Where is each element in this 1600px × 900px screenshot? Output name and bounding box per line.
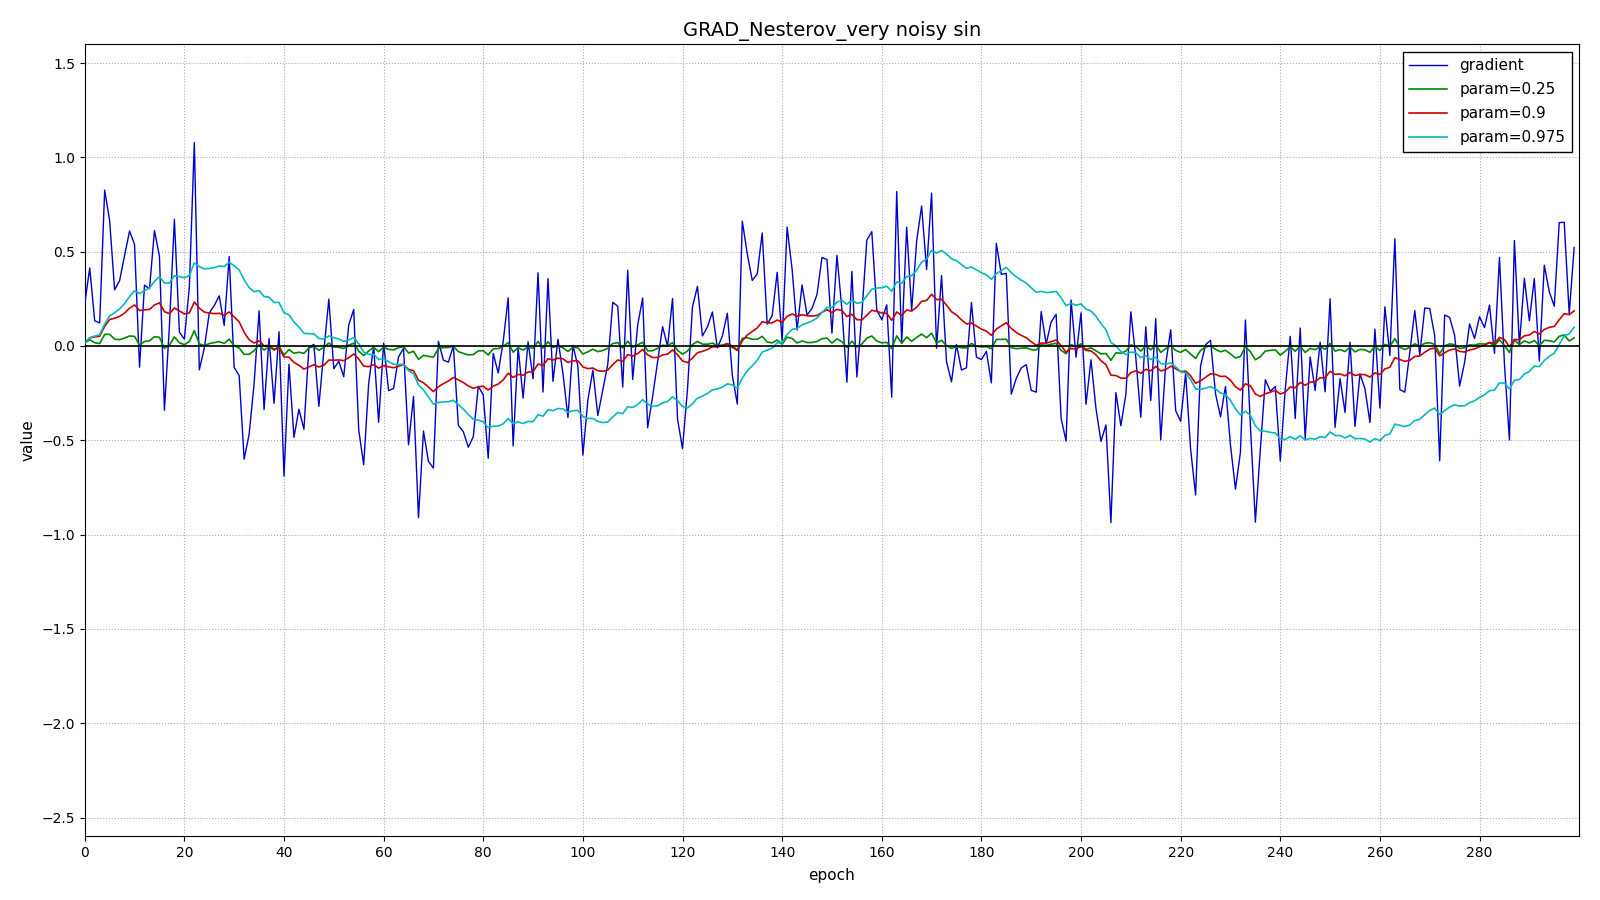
param=0.9 xyxy=(1341,367,1360,378)
param=0.9 xyxy=(992,320,1011,331)
param=0.25 xyxy=(80,335,99,346)
param=0.25 xyxy=(966,341,986,352)
param=0.25 xyxy=(1101,355,1120,365)
param=0.9 xyxy=(75,338,94,348)
param=0.975 xyxy=(1360,436,1379,447)
gradient xyxy=(184,137,203,148)
param=0.9 xyxy=(962,318,981,328)
param=0.975 xyxy=(80,332,99,343)
param=0.9 xyxy=(1565,305,1584,316)
X-axis label: epoch: epoch xyxy=(808,868,856,883)
param=0.9 xyxy=(922,289,941,300)
param=0.25 xyxy=(992,334,1011,345)
param=0.975 xyxy=(931,245,950,256)
Y-axis label: value: value xyxy=(21,419,35,461)
param=0.25 xyxy=(1435,340,1454,351)
Line: param=0.975: param=0.975 xyxy=(85,250,1574,442)
Line: param=0.9: param=0.9 xyxy=(85,294,1574,396)
param=0.9 xyxy=(1251,391,1270,401)
param=0.9 xyxy=(80,332,99,343)
param=0.9 xyxy=(966,320,986,331)
gradient xyxy=(966,352,986,363)
param=0.25 xyxy=(1565,332,1584,343)
gradient xyxy=(75,299,94,310)
gradient xyxy=(1565,242,1584,253)
gradient xyxy=(992,269,1011,280)
param=0.25 xyxy=(962,338,981,349)
Legend: gradient, param=0.25, param=0.9, param=0.975: gradient, param=0.25, param=0.9, param=0… xyxy=(1403,52,1571,151)
gradient xyxy=(1101,518,1120,528)
param=0.975 xyxy=(75,338,94,348)
param=0.25 xyxy=(1341,342,1360,353)
param=0.25 xyxy=(184,325,203,336)
Line: param=0.25: param=0.25 xyxy=(85,330,1574,360)
gradient xyxy=(962,297,981,308)
gradient xyxy=(1341,337,1360,347)
param=0.975 xyxy=(966,265,986,275)
gradient xyxy=(1435,310,1454,320)
param=0.975 xyxy=(962,262,981,273)
param=0.975 xyxy=(1565,322,1584,333)
gradient xyxy=(80,263,99,274)
param=0.975 xyxy=(1336,433,1355,444)
param=0.25 xyxy=(75,338,94,348)
param=0.9 xyxy=(1435,347,1454,358)
Line: gradient: gradient xyxy=(85,142,1574,523)
param=0.975 xyxy=(992,266,1011,276)
param=0.975 xyxy=(1435,405,1454,416)
Title: GRAD_Nesterov_very noisy sin: GRAD_Nesterov_very noisy sin xyxy=(683,21,981,40)
